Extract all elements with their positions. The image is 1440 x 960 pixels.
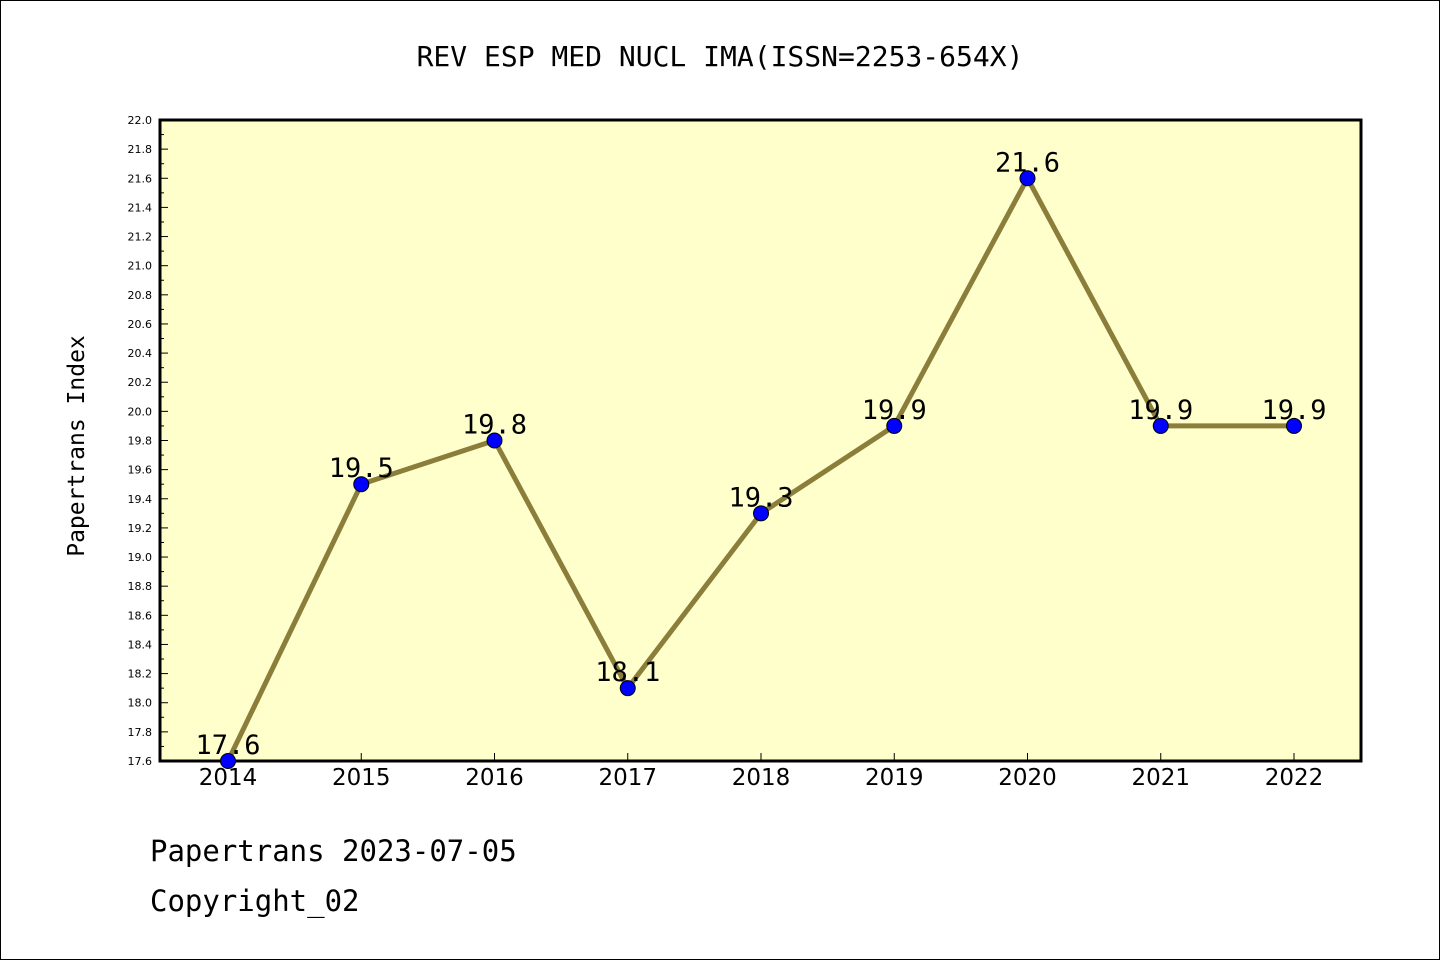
x-tick-label: 2020 (998, 765, 1057, 791)
y-tick-label: 21.8 (128, 143, 153, 156)
y-tick-label: 19.6 (128, 464, 153, 477)
x-tick-label: 2014 (199, 765, 258, 791)
x-tick-label: 2016 (465, 765, 524, 791)
data-point (619, 680, 636, 697)
data-label: 19.5 (329, 453, 394, 484)
data-label: 17.6 (195, 730, 260, 761)
data-point (353, 476, 370, 493)
y-tick-label: 18.0 (128, 697, 153, 710)
y-tick-label: 18.4 (128, 638, 153, 651)
data-point (753, 505, 769, 522)
y-tick-label: 20.2 (128, 376, 153, 389)
y-tick-label: 19.4 (128, 493, 153, 506)
data-label: 19.9 (862, 395, 927, 426)
data-point (486, 432, 503, 449)
y-tick-label: 18.2 (128, 668, 153, 681)
y-tick-label: 20.8 (128, 289, 153, 302)
y-tick-label: 17.6 (128, 755, 153, 768)
y-tick-label: 22.0 (128, 114, 153, 127)
y-tick-label: 20.0 (128, 405, 153, 418)
footer-copyright: Copyright_02 (150, 884, 360, 918)
plot-area (158, 118, 1363, 763)
data-point (886, 417, 903, 434)
y-tick-label: 20.4 (128, 347, 153, 360)
x-tick-label: 2018 (732, 765, 791, 791)
y-tick-label: 21.4 (128, 201, 153, 214)
data-label: 21.6 (995, 147, 1060, 178)
x-tick-label: 2017 (598, 765, 657, 791)
y-tick-label: 20.6 (128, 318, 153, 331)
data-point (1286, 417, 1302, 434)
y-tick-label: 19.2 (128, 522, 153, 535)
data-point (1019, 170, 1036, 187)
y-tick-label: 17.8 (128, 726, 153, 739)
y-tick-label: 21.2 (128, 231, 153, 244)
footer-date: Papertrans 2023-07-05 (150, 834, 517, 868)
data-label: 19.8 (462, 410, 527, 441)
y-axis-label: Papertrans Index (64, 335, 90, 557)
y-tick-label: 19.0 (128, 551, 153, 564)
y-tick-label: 18.6 (128, 609, 153, 622)
y-tick-label: 21.6 (128, 172, 153, 185)
chart-title: REV ESP MED NUCL IMA(ISSN=2253-654X) (417, 40, 1024, 73)
data-point (220, 753, 236, 769)
data-label: 19.9 (1261, 395, 1326, 426)
y-axis-ticks: 17.6 17.8 18.0 18.2 18.4 18.6 18.8 19.0 19.2 19.4… (128, 114, 168, 768)
data-label: 19.9 (1128, 395, 1193, 426)
data-labels-group: 17.6 19.5 19.8 18.1 19.3 19.9 21.6 19.9 19.9 (195, 147, 1326, 761)
x-tick-label: 2019 (865, 765, 924, 791)
x-tick-label: 2022 (1265, 765, 1324, 791)
x-axis-ticks: 2014 2015 2016 2017 2018 2019 2020 2021 2022 (199, 753, 1324, 791)
y-tick-label: 21.0 (128, 260, 153, 273)
data-label: 18.1 (595, 657, 660, 688)
series-points-group (220, 170, 1302, 769)
data-label: 19.3 (728, 482, 793, 513)
x-tick-label: 2015 (332, 765, 391, 791)
y-tick-label: 19.8 (128, 435, 153, 448)
y-tick-label: 18.8 (128, 580, 153, 593)
x-tick-label: 2021 (1131, 765, 1190, 791)
data-point (1152, 417, 1169, 434)
